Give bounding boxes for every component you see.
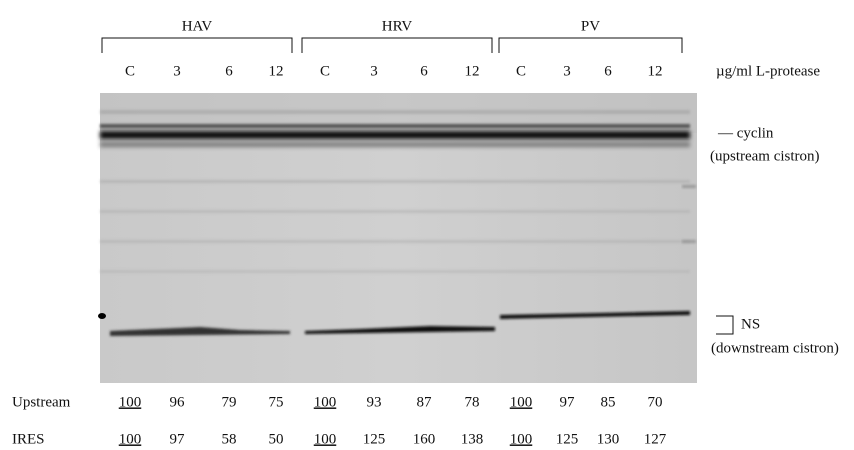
row-value: 125	[363, 431, 386, 447]
ns-bracket	[716, 315, 734, 335]
row-value: 125	[556, 431, 579, 447]
group-bracket	[101, 37, 293, 53]
lane-label: 3	[563, 63, 571, 79]
row-value: 100	[510, 431, 533, 447]
row-value: 50	[269, 431, 284, 447]
ns-note: (downstream cistron)	[711, 340, 839, 356]
row-value: 97	[170, 431, 186, 447]
gel	[98, 93, 697, 383]
cyclin-note: (upstream cistron)	[710, 148, 820, 164]
row-value: 100	[119, 431, 142, 447]
row-value: 130	[597, 431, 620, 447]
group-label: PV	[581, 18, 600, 34]
row-value: 79	[222, 394, 237, 410]
lane-label: C	[320, 63, 330, 79]
row-value: 93	[367, 394, 382, 410]
lane-label: 12	[269, 63, 284, 79]
lane-label: 6	[420, 63, 428, 79]
row-label: IRES	[12, 431, 45, 447]
row-value: 100	[314, 431, 337, 447]
row-value: 87	[417, 394, 433, 410]
row-value: 75	[269, 394, 284, 410]
lane-label: 6	[604, 63, 612, 79]
lane-label: 3	[370, 63, 378, 79]
row-value: 78	[465, 394, 480, 410]
group-bracket	[498, 37, 683, 53]
group-bracket	[301, 37, 493, 53]
row-value: 96	[170, 394, 186, 410]
lane-label: 12	[648, 63, 663, 79]
row-value: 100	[314, 394, 337, 410]
row-value: 70	[648, 394, 663, 410]
row-value: 97	[560, 394, 576, 410]
lane-label: C	[516, 63, 526, 79]
row-value: 58	[222, 431, 237, 447]
lane-label: 6	[225, 63, 233, 79]
lane-label: C	[125, 63, 135, 79]
unit-label: µg/ml L-protease	[716, 63, 820, 79]
row-value: 160	[413, 431, 436, 447]
group-label: HAV	[182, 18, 213, 34]
lane-label: 12	[465, 63, 480, 79]
row-value: 85	[601, 394, 616, 410]
row-value: 100	[119, 394, 142, 410]
row-value: 100	[510, 394, 533, 410]
ns-label: NS	[741, 316, 760, 332]
row-label: Upstream	[12, 394, 71, 410]
row-value: 138	[461, 431, 484, 447]
lane-label: 3	[173, 63, 181, 79]
row-value: 127	[644, 431, 667, 447]
group-label: HRV	[382, 18, 413, 34]
cyclin-label: — cyclin	[717, 125, 774, 141]
